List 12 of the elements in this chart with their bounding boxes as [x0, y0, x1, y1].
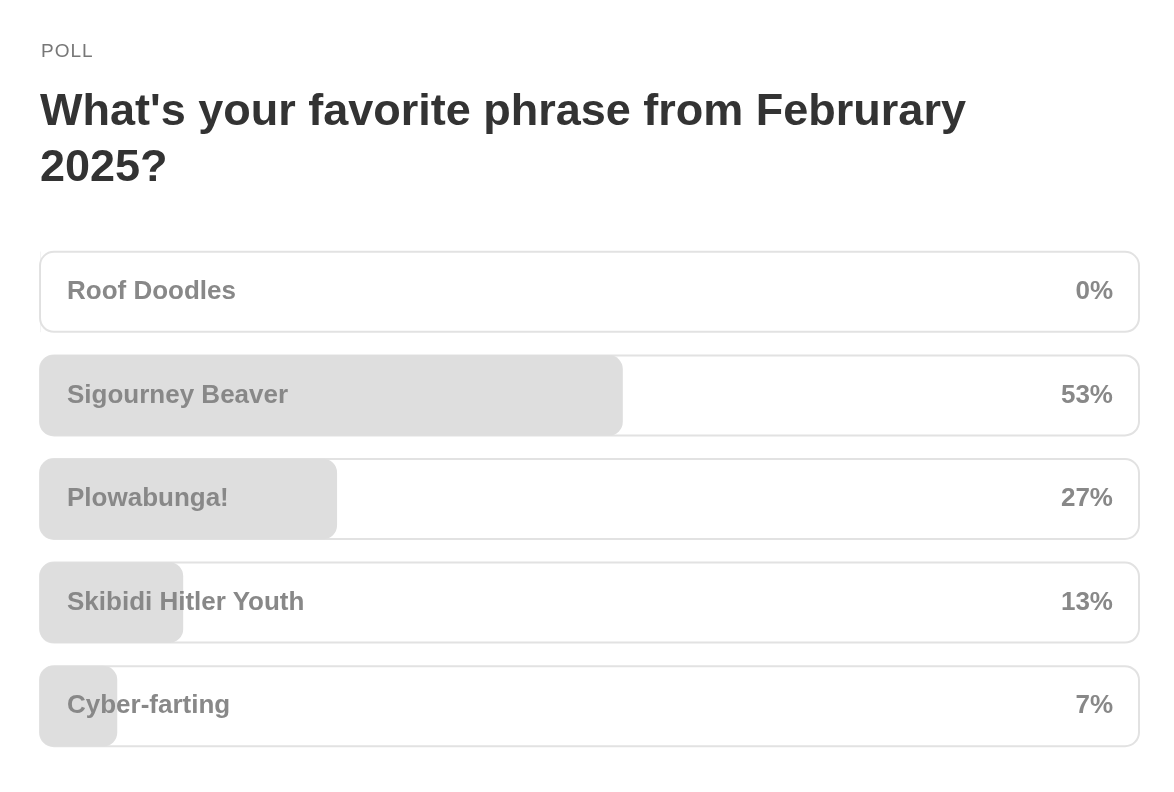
chart-title: What's your favorite phrase from Februrary 2025? — [40, 83, 967, 193]
data-label: 13% — [1060, 585, 1113, 616]
data-label: 7% — [1075, 689, 1113, 720]
data-label: 27% — [1060, 482, 1113, 513]
y-tick-label: Skibidi Hitler Youth — [67, 585, 305, 616]
chart-subtitle: POLL — [41, 40, 94, 62]
data-label: 0% — [1075, 274, 1113, 305]
y-tick-label: Plowabunga! — [67, 482, 229, 513]
data-label: 53% — [1060, 378, 1113, 409]
y-tick-label: Sigourney Beaver — [67, 378, 289, 409]
y-tick-label: Cyber-farting — [67, 689, 231, 720]
y-tick-label: Roof Doodles — [67, 274, 236, 305]
